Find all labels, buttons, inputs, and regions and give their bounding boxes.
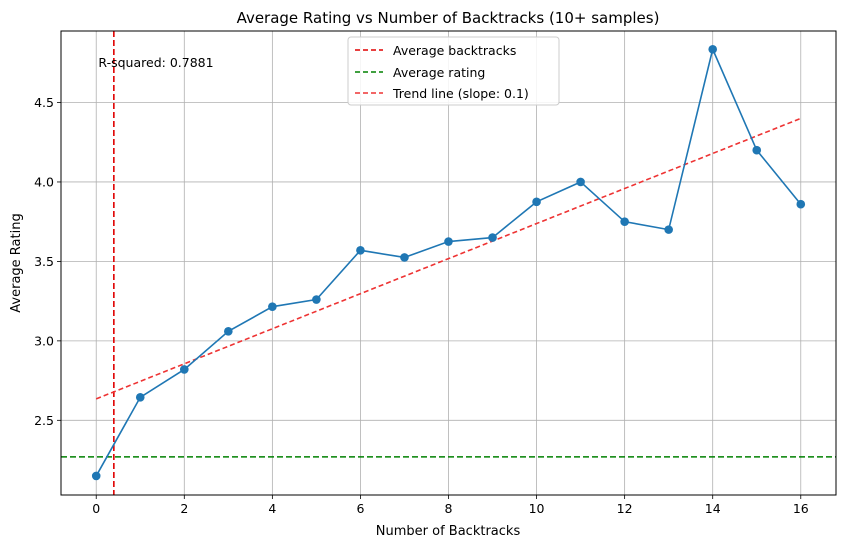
data-point (356, 245, 365, 255)
reference-lines (61, 31, 836, 495)
data-point (488, 233, 497, 242)
x-tick-label: 14 (705, 501, 721, 516)
legend-label-trend-line: Trend line (slope: 0.1) (392, 86, 529, 101)
data-point (620, 217, 629, 226)
y-tick-label: 3.5 (34, 254, 54, 269)
y-tick-label: 4.0 (34, 174, 54, 189)
x-tick-label: 2 (180, 501, 188, 516)
legend-box (347, 36, 560, 106)
y-axis-label: Average Rating (9, 213, 24, 312)
data-point (91, 471, 101, 481)
x-tick-label: 8 (445, 501, 453, 516)
data-point (400, 253, 409, 262)
x-axis-label: Number of Backtracks (376, 524, 521, 539)
x-tick-label: 16 (793, 501, 809, 516)
data-point (576, 177, 585, 187)
series-group (91, 44, 806, 481)
x-tick-label: 10 (529, 501, 545, 516)
data-point (179, 365, 189, 374)
data-point (664, 225, 673, 234)
data-point (532, 197, 541, 207)
y-tick-label: 3.0 (34, 333, 54, 348)
legend: Average backtracks Average rating Trend … (347, 36, 560, 106)
data-point (268, 302, 277, 311)
data-point (708, 44, 718, 54)
y-tick-label: 2.5 (34, 413, 54, 428)
trend-line (95, 117, 802, 400)
x-tick-label: 4 (268, 501, 276, 516)
data-point (796, 199, 806, 209)
data-point (135, 392, 145, 402)
legend-label-average-backtracks: Average backtracks (393, 43, 516, 58)
legend-label-average-rating: Average rating (393, 65, 485, 80)
data-point (752, 145, 762, 155)
x-axis-ticks: 0 2 4 6 8 10 12 14 16 (92, 495, 809, 516)
data-point (312, 295, 321, 304)
data-point (444, 237, 453, 246)
y-tick-label: 4.5 (34, 95, 54, 110)
chart-title: Average Rating vs Number of Backtracks (… (237, 9, 660, 27)
x-tick-label: 6 (356, 501, 364, 516)
x-tick-label: 0 (92, 501, 100, 516)
y-axis-ticks: 2.5 3.0 3.5 4.0 4.5 (34, 95, 61, 428)
data-point (224, 327, 233, 336)
x-tick-label: 12 (617, 501, 633, 516)
r-squared-annotation: R-squared: 0.7881 (98, 55, 213, 70)
trend-line-group (95, 117, 802, 400)
